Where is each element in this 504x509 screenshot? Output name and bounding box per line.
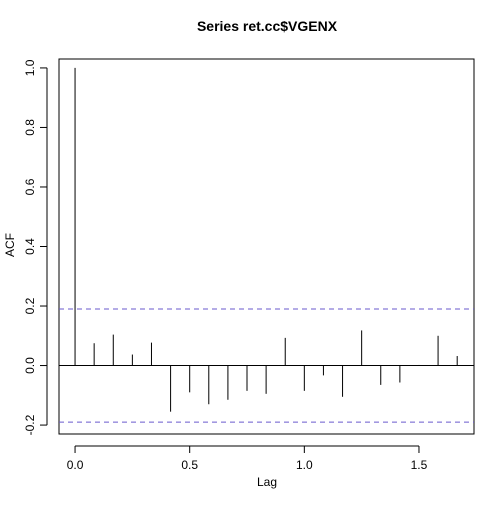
x-tick-label: 0.0 [67,458,84,472]
x-axis: 0.0 0.5 1.0 1.5 [67,445,428,472]
plot-area [59,67,474,423]
y-tick-label: -0.2 [23,414,37,435]
y-axis: -0.2 0.0 0.2 0.4 0.6 0.8 1.0 [23,59,48,435]
y-tick-label: 0.4 [23,238,37,255]
x-tick-label: 1.5 [411,458,428,472]
y-tick-label: 0.6 [23,178,37,195]
x-tick-label: 1.0 [296,458,313,472]
chart-title: Series ret.cc$VGENX [197,18,338,34]
x-axis-label: Lag [257,475,277,489]
y-tick-label: 0.2 [23,297,37,314]
x-tick-label: 0.5 [181,458,198,472]
y-tick-label: 0.0 [23,357,37,374]
y-tick-label: 1.0 [23,59,37,76]
y-axis-label: ACF [3,233,17,257]
y-tick-label: 0.8 [23,119,37,136]
plot-frame [58,58,475,435]
